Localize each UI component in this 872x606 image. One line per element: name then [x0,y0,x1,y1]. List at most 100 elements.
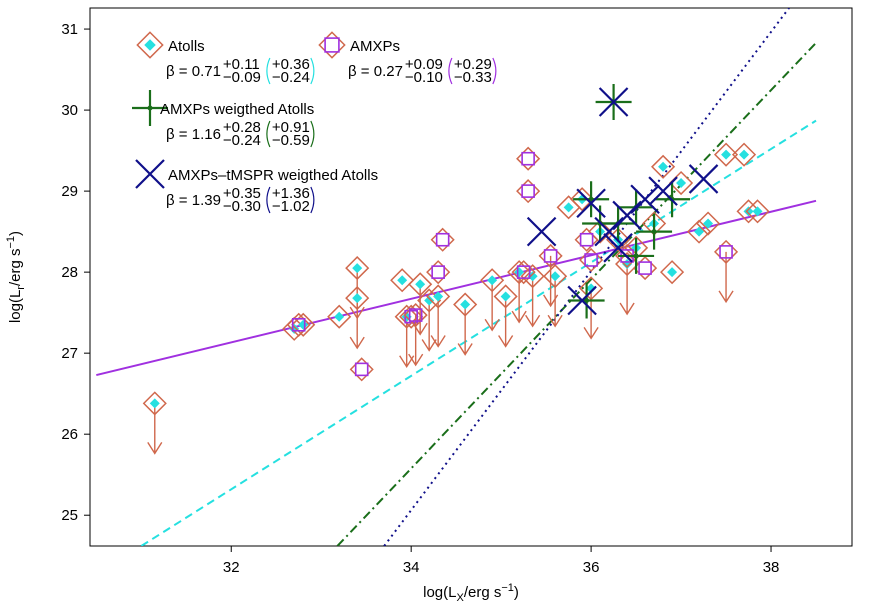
atoll-fill [739,149,750,160]
beta-lower: −0.30 [223,198,261,215]
plot-frame [89,7,853,547]
x-tick-label: 34 [403,559,420,576]
atoll-fill [149,398,160,409]
diamond-marker [318,31,346,59]
diamond-marker [686,219,712,244]
cross-marker [630,184,660,214]
amxp-square [435,232,450,247]
beta-upper: +0.28 [223,119,261,136]
upper-limit-arrow [349,298,365,350]
beta-upper: +0.35 [223,185,261,202]
fit-lines [96,8,817,546]
diamond-marker [713,239,739,264]
axis-label-part: /erg s [464,584,502,601]
diamond-marker [574,227,599,252]
atoll-fill [676,178,687,189]
diamond-marker [660,260,685,285]
upper-limit-arrow [430,296,446,348]
beta-lower: −0.24 [223,132,261,149]
diamond-marker [520,264,545,289]
amxp-square [404,309,418,324]
atoll-fill [424,295,435,306]
y-tick-label: 29 [61,183,78,200]
axis-label-part: ) [7,231,24,236]
diamond-marker [403,303,428,328]
axis-label-part: −1 [501,582,514,594]
beta-upper: +0.09 [405,56,443,73]
paren-open [266,186,271,214]
atoll-fill [460,299,471,310]
diamond-marker [345,256,370,281]
beta-upper-wide: +1.36 [272,185,310,202]
diamond-marker [745,199,770,224]
cross-marker [612,200,642,231]
beta-value: β = 0.27 [348,63,403,80]
atoll-fill [514,267,525,278]
diamond-marker [136,31,164,59]
axis-label-part: /erg s [7,249,24,287]
amxp-square [719,245,733,259]
upper-limit-arrow [619,264,635,316]
y-tick-label: 31 [61,21,78,38]
upper-limit-arrow [498,296,514,348]
atoll-fill [298,319,309,330]
x-tick-label: 36 [583,559,600,576]
diamond-marker [633,256,658,281]
diamond-marker [430,227,455,252]
diamond-marker [426,284,451,309]
diamond-marker [516,146,541,171]
atoll-fill [487,275,498,286]
beta-lower-wide: −1.02 [272,198,310,215]
atoll-fill [352,263,363,274]
paren-close [310,57,315,85]
diamond-marker [731,142,757,167]
y-tick-label: 26 [61,426,78,443]
beta-lower-wide: −0.33 [454,69,492,86]
amxp-square [354,362,369,377]
axis-label-part: ) [514,584,519,601]
amxp-square [521,184,535,198]
diamond-marker [511,260,536,285]
legend-label: AMXPs weigthed Atolls [160,101,314,118]
points [142,83,770,455]
atoll-fill [667,267,678,278]
beta-upper-wide: +0.36 [272,56,310,73]
axis-label-part: log(L [423,584,456,601]
paren-close [310,186,315,214]
atoll-fill [694,226,705,237]
y-label: log(Lr/erg s−1) [5,231,27,323]
diamond-marker [606,227,631,252]
paren-close [310,120,315,148]
x-label: log(LX/erg s−1) [423,582,519,604]
beta-lower: −0.09 [223,69,261,86]
beta-upper-wide: +0.29 [454,56,492,73]
amxp-square [521,151,535,166]
atoll-fill [433,291,444,302]
y-tick-label: 30 [61,102,78,119]
plus-dot [633,253,639,259]
plus-dot [584,297,590,303]
atoll-fill [500,291,511,302]
diamond-marker [327,304,352,329]
legend-label: AMXPs [350,38,400,55]
diamond-marker [286,312,311,337]
diamond-marker [538,243,563,268]
amxp-square [408,308,423,322]
atoll-fill [658,161,669,172]
upper-limit-arrow [583,288,599,340]
diamond-marker [480,268,505,293]
diamond-marker [493,284,518,309]
paren-open [266,120,271,148]
legend-label: AMXPs–tMSPR weigthed Atolls [168,167,378,184]
legend-entry: AMXPs weigthed Atolls β = 1.16 +0.28−0.24 +… [132,90,315,149]
x-tick-label: 32 [223,559,240,576]
atoll-fill [550,271,561,282]
atoll-fill [752,206,763,217]
fit-line [140,119,817,546]
legend-entry: AMXPs–tMSPR weigthed Atolls β = 1.39 +0.35… [135,159,378,215]
diamond-marker [399,304,424,329]
axis-label-part: r [15,286,27,290]
cross-marker [598,87,629,117]
cross-marker [576,188,606,219]
upper-limit-arrow [547,276,563,328]
